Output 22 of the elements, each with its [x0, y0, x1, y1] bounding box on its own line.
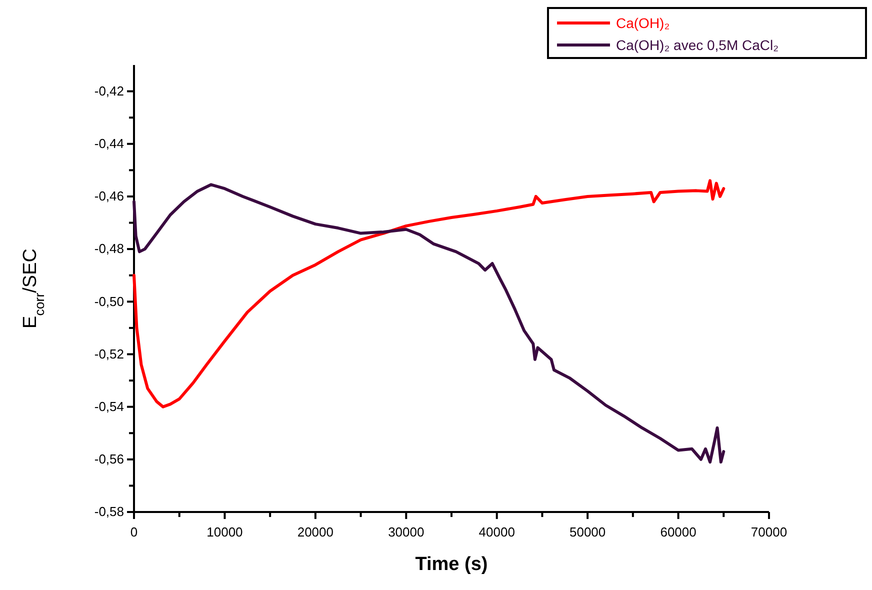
line-series — [132, 179, 726, 408]
y-tick-label: -0,42 — [94, 83, 124, 98]
x-tick-label: 10000 — [206, 524, 243, 540]
x-axis-title: Time (s) — [415, 554, 488, 575]
legend-label: Ca(OH)₂ avec 0,5M CaCl₂ — [616, 37, 779, 53]
x-tick-label: 40000 — [478, 524, 515, 540]
y-tick-label: -0,56 — [94, 452, 124, 467]
y-tick-label: -0,48 — [94, 241, 124, 256]
legend-label: Ca(OH)₂ — [616, 15, 670, 31]
y-tick-label: -0,54 — [94, 398, 124, 414]
x-tick-label: 30000 — [388, 524, 424, 540]
y-tick-label: -0,44 — [94, 136, 124, 152]
line-series — [132, 183, 726, 464]
x-tick-label: 70000 — [750, 524, 788, 540]
y-tick-label: -0,58 — [94, 504, 124, 520]
x-tick-label: 20000 — [297, 524, 334, 540]
y-tick-label: -0,46 — [94, 188, 124, 204]
x-tick-label: 60000 — [660, 524, 696, 540]
x-tick-label: 50000 — [569, 524, 606, 540]
y-tick-label: -0,50 — [94, 294, 124, 309]
y-tick-label: -0,52 — [94, 346, 124, 362]
x-tick-label: 0 — [130, 524, 138, 540]
